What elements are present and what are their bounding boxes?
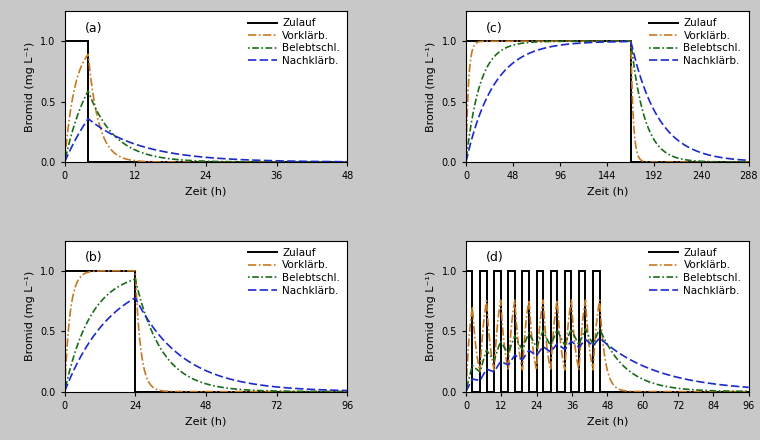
Legend: Zulauf, Vorklärb., Belebtschl., Nachklärb.: Zulauf, Vorklärb., Belebtschl., Nachklär…: [645, 244, 746, 300]
X-axis label: Zeit (h): Zeit (h): [587, 187, 628, 197]
Y-axis label: Bromid (mg L⁻¹): Bromid (mg L⁻¹): [24, 271, 35, 361]
Text: (c): (c): [486, 22, 502, 35]
Y-axis label: Bromid (mg L⁻¹): Bromid (mg L⁻¹): [426, 41, 436, 132]
X-axis label: Zeit (h): Zeit (h): [587, 416, 628, 426]
Text: (a): (a): [84, 22, 102, 35]
Legend: Zulauf, Vorklärb., Belebtschl., Nachklärb.: Zulauf, Vorklärb., Belebtschl., Nachklär…: [645, 14, 746, 70]
Text: (d): (d): [486, 251, 503, 264]
Text: (b): (b): [84, 251, 102, 264]
Y-axis label: Bromid (mg L⁻¹): Bromid (mg L⁻¹): [24, 41, 35, 132]
Legend: Zulauf, Vorklärb., Belebtschl., Nachklärb.: Zulauf, Vorklärb., Belebtschl., Nachklär…: [243, 14, 344, 70]
Y-axis label: Bromid (mg L⁻¹): Bromid (mg L⁻¹): [426, 271, 436, 361]
X-axis label: Zeit (h): Zeit (h): [185, 416, 226, 426]
Legend: Zulauf, Vorklärb., Belebtschl., Nachklärb.: Zulauf, Vorklärb., Belebtschl., Nachklär…: [243, 244, 344, 300]
X-axis label: Zeit (h): Zeit (h): [185, 187, 226, 197]
